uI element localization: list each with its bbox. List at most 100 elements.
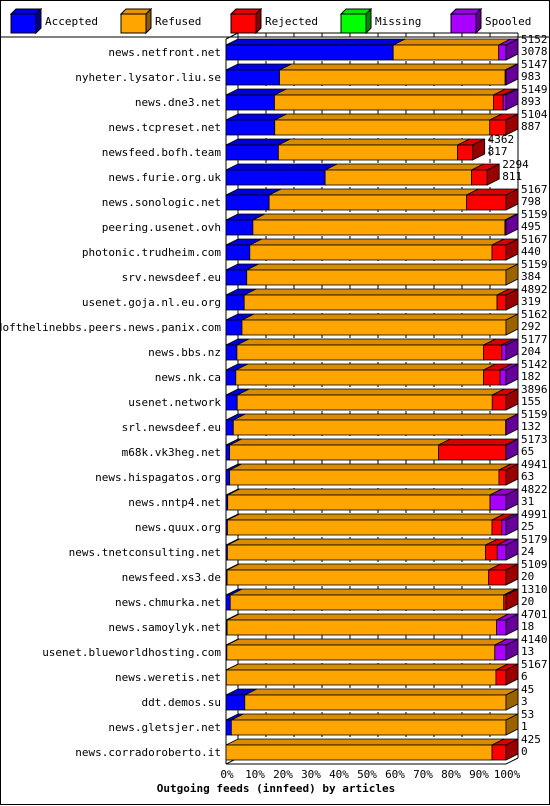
category-label: news.quux.org [135,521,221,534]
bar-side [505,388,519,411]
x-tick-label: 10% [245,768,265,781]
bar-segment-accepted [225,38,406,61]
value-label-accepted: 13 [521,645,534,658]
bar-row-endofthelinebbs.peers.news.panix.com: endofthelinebbs.peers.news.panix.com 5162… [1,308,548,336]
bar-front [225,144,279,161]
bar-segment-refused [244,688,519,711]
value-label-offered: 5142 [521,358,548,371]
value-label-accepted: 798 [521,195,541,208]
bar-front [499,369,507,386]
bar-front [466,194,507,211]
bar-front [225,719,232,736]
bar-segment-refused [252,213,518,236]
legend-item-rejected: Rejected [229,7,318,35]
bar-front [274,119,491,136]
category-label: usenet.network [128,396,221,409]
bar-row-news.gletsjer.net: news.gletsjer.net 531 [108,708,534,736]
x-tick-label: 100% [494,768,521,781]
bar-front [226,644,496,661]
value-label-offered: 45 [521,683,534,696]
bar-segment-refused [226,563,501,586]
bar-segment-accepted [225,588,243,611]
value-label-accepted: 65 [521,445,534,458]
value-label-offered: 5159 [521,408,548,421]
legend-swatch-side [145,7,152,35]
category-label: srv.newsdeef.eu [122,271,221,284]
bar-front [225,594,231,611]
bar-side [505,663,519,686]
bar-front [225,469,231,486]
legend-item-refused: Refused [119,7,201,35]
bar-front [226,569,490,586]
value-label-accepted: 811 [502,170,522,183]
bar-top [225,738,505,746]
bar-front [225,694,246,711]
value-label-offered: 53 [521,708,534,721]
bar-segment-refused [249,238,505,261]
value-label-accepted: 3078 [521,45,548,58]
bar-front [225,94,275,111]
category-label: news.corradoroberto.it [75,746,221,759]
value-label-offered: 5173 [521,433,548,446]
bar-top [237,388,505,396]
bar-segment-refused [392,38,511,61]
bar-side [505,263,519,286]
value-label-accepted: 3 [521,695,528,708]
bar-segment-refused [232,413,518,436]
bar-top [274,88,506,96]
bar-segment-refused [226,613,509,636]
bar-front [235,369,485,386]
value-label-accepted: 132 [521,420,541,433]
bar-front [230,719,507,736]
bar-top [227,513,505,521]
x-tick-label: 30% [301,768,321,781]
bar-front [457,144,474,161]
bar-top [249,238,505,246]
x-tick-label: 50% [357,768,377,781]
bar-side [505,613,519,636]
bar-side [505,588,519,611]
legend-label: Refused [155,15,201,28]
x-axis-depth-right [505,757,519,765]
bar-front [485,544,498,561]
bar-segment-accepted [225,88,287,111]
bar-top [438,438,518,446]
bar-segment-refused [235,363,496,386]
legend-swatch-side [365,7,372,35]
bar-top [231,713,519,721]
bar-segment-refused [243,288,510,311]
bar-top [230,588,516,596]
bar-segment-refused [277,138,470,161]
bar-top [229,438,451,446]
bar-side [505,213,519,236]
bar-side [505,513,519,536]
bar-front [277,144,458,161]
bar-segment-refused [226,538,498,561]
bar-front [483,369,501,386]
bar-side [505,113,519,136]
bar-segment-refused [324,163,484,186]
category-label: news.samoylyk.net [108,621,221,634]
bar-front [226,619,497,636]
x-tick-label: 0% [220,768,234,781]
value-label-offered: 5179 [521,533,548,546]
bar-front [491,244,507,261]
bar-top [235,363,496,371]
bar-segment-accepted [225,113,287,136]
bar-front [243,294,498,311]
category-label: news.dne3.net [135,96,221,109]
bar-segment-accepted [225,238,262,261]
bar-front [225,669,497,686]
bar-front [241,319,507,336]
value-label-accepted: 495 [521,220,541,233]
category-label: peering.usenet.ovh [102,221,221,234]
bar-segment-rejected [483,363,513,386]
value-label-offered: 4991 [521,508,548,521]
value-label-accepted: 817 [488,145,508,158]
x-tick-label: 60% [385,768,405,781]
